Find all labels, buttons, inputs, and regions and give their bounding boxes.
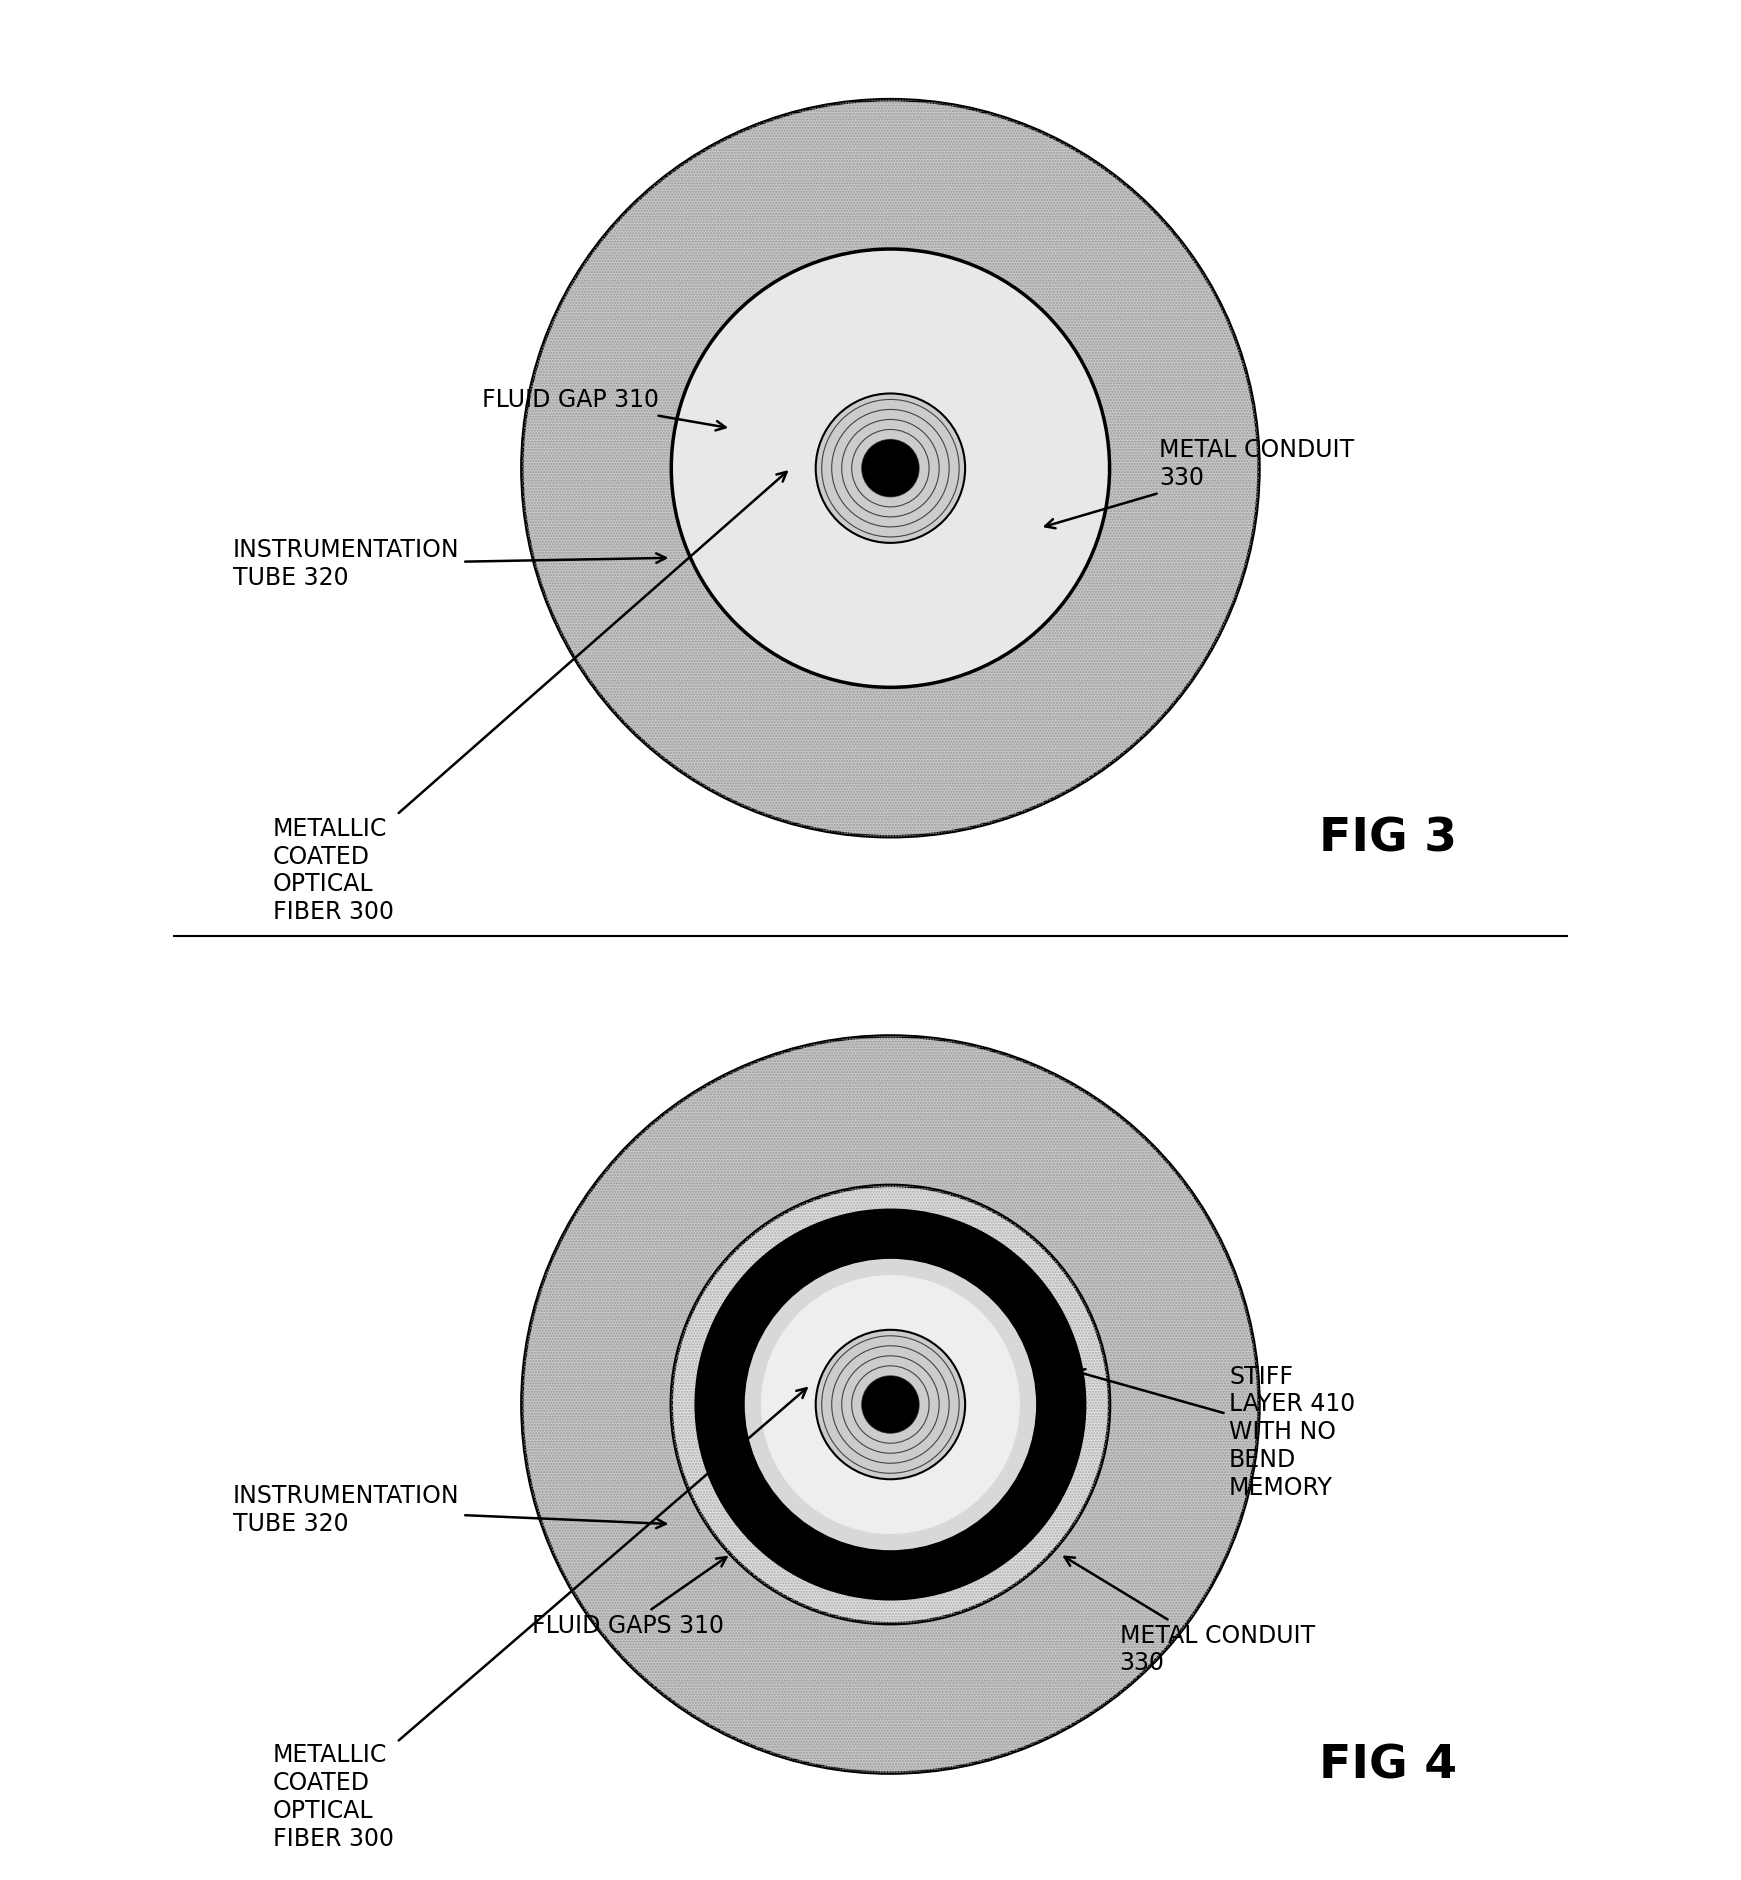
Text: METALLIC
COATED
OPTICAL
FIBER 300: METALLIC COATED OPTICAL FIBER 300 xyxy=(273,472,787,925)
Circle shape xyxy=(761,1275,1020,1534)
Text: FLUID GAPS 310: FLUID GAPS 310 xyxy=(531,1557,726,1637)
Circle shape xyxy=(672,1186,1109,1624)
Circle shape xyxy=(522,1036,1259,1773)
Text: METAL CONDUIT
330: METAL CONDUIT 330 xyxy=(1064,1557,1314,1675)
Circle shape xyxy=(862,440,918,496)
Circle shape xyxy=(862,1376,918,1433)
Circle shape xyxy=(817,1329,965,1480)
Circle shape xyxy=(522,100,1259,837)
Text: METAL CONDUIT
330: METAL CONDUIT 330 xyxy=(1045,438,1354,528)
Text: FIG 3: FIG 3 xyxy=(1318,816,1457,861)
Text: FLUID GAP 310: FLUID GAP 310 xyxy=(482,389,726,431)
Circle shape xyxy=(743,1258,1038,1553)
Text: STIFF
LAYER 410
WITH NO
BEND
MEMORY: STIFF LAYER 410 WITH NO BEND MEMORY xyxy=(1076,1365,1354,1500)
Text: INSTRUMENTATION
TUBE 320: INSTRUMENTATION TUBE 320 xyxy=(233,538,665,590)
Circle shape xyxy=(817,393,965,543)
Text: METALLIC
COATED
OPTICAL
FIBER 300: METALLIC COATED OPTICAL FIBER 300 xyxy=(273,1387,806,1850)
Circle shape xyxy=(672,248,1109,688)
Text: FIG 4: FIG 4 xyxy=(1318,1743,1457,1788)
Circle shape xyxy=(696,1211,1085,1598)
Text: INSTRUMENTATION
TUBE 320: INSTRUMENTATION TUBE 320 xyxy=(233,1483,665,1536)
